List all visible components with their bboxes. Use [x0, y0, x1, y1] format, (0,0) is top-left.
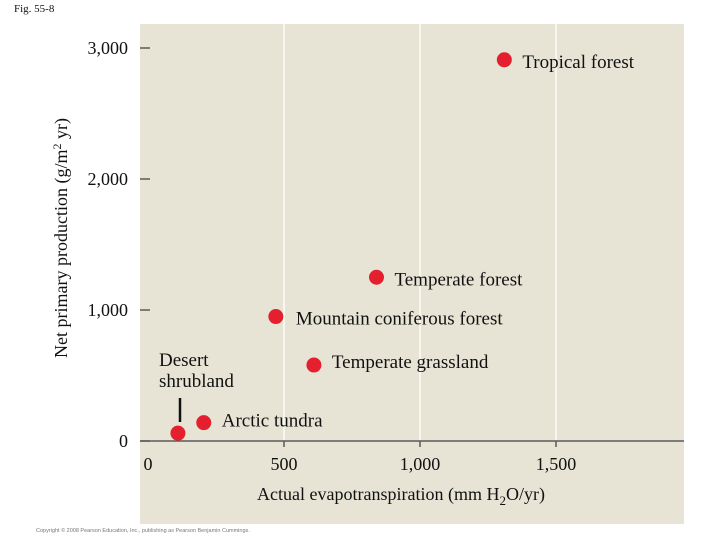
y-tick-label-0: 0 [119, 431, 128, 451]
data-points: Tropical forest Temperate forest Mountain … [159, 52, 635, 441]
y-tick-label-2000: 2,000 [88, 169, 129, 189]
point-label-arctic-tundra: Arctic tundra [222, 411, 323, 432]
figure-label: Fig. 55-8 [14, 3, 55, 15]
x-tick-label-0: 0 [144, 454, 153, 474]
point-label-desert-shrubland: Desert shrubland [159, 350, 234, 392]
y-tick-label-1000: 1,000 [88, 300, 129, 320]
y-tick-label-3000: 3,000 [88, 38, 129, 58]
x-tick-label-1500: 1,500 [536, 454, 577, 474]
gridlines [283, 24, 557, 441]
point-temperate-forest [368, 269, 384, 285]
point-desert-shrubland [170, 425, 186, 441]
point-mountain-coniferous-forest [268, 309, 284, 325]
point-label-tropical-forest: Tropical forest [522, 52, 634, 73]
point-label-temperate-forest: Temperate forest [394, 269, 523, 290]
point-label-mountain-coniferous-forest: Mountain coniferous forest [296, 309, 504, 330]
axis-ticks: 0 1,000 2,000 3,000 0 500 1,000 1,500 [88, 38, 577, 474]
point-tropical-forest [496, 52, 512, 68]
point-label-temperate-grassland: Temperate grassland [332, 352, 489, 373]
y-axis-title: Net primary production (g/m2 yr) [50, 118, 72, 358]
point-arctic-tundra [196, 415, 212, 431]
x-tick-label-1000: 1,000 [400, 454, 441, 474]
point-temperate-grassland [306, 357, 322, 373]
copyright-notice: Copyright © 2008 Pearson Education, Inc.… [36, 528, 250, 534]
x-axis-title: Actual evapotranspiration (mm H2O/yr) [257, 484, 545, 508]
x-tick-label-500: 500 [271, 454, 298, 474]
